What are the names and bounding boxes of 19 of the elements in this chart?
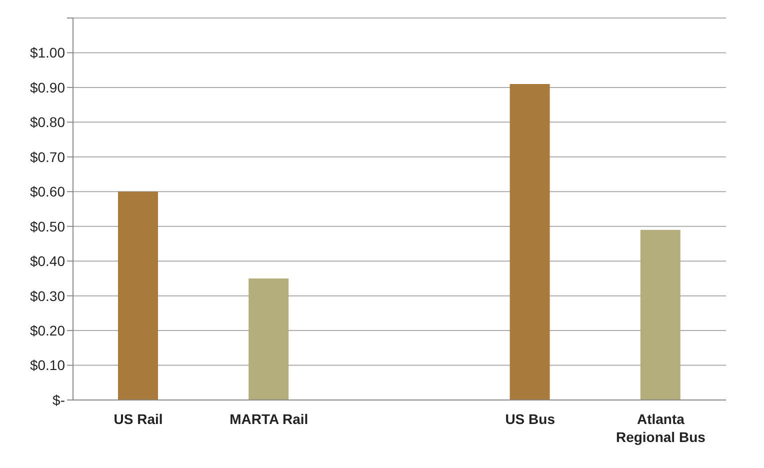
y-tick-label: $1.00: [30, 44, 66, 61]
y-tick-label: $0.60: [30, 184, 66, 200]
y-tick-label: $0.50: [30, 218, 66, 234]
y-tick-label: $0.30: [30, 288, 66, 304]
y-tick-label: $0.90: [30, 79, 66, 96]
bar: [510, 84, 550, 400]
x-tick-label: US Bus: [505, 411, 556, 427]
x-tick-label: Atlanta Regional Bus: [616, 411, 706, 445]
y-tick-label: $-: [52, 392, 66, 408]
x-tick-label: US Rail: [114, 411, 163, 427]
y-tick-label: $0.80: [30, 114, 66, 130]
y-tick-label: $0.20: [30, 322, 66, 339]
y-tick-label: $0.70: [30, 148, 66, 165]
bar: [640, 230, 680, 400]
bar: [118, 192, 158, 400]
bar: [248, 278, 289, 400]
y-tick-label: $0.40: [30, 253, 66, 270]
x-tick-label: MARTA Rail: [230, 411, 308, 427]
y-tick-label: $0.10: [30, 357, 66, 374]
